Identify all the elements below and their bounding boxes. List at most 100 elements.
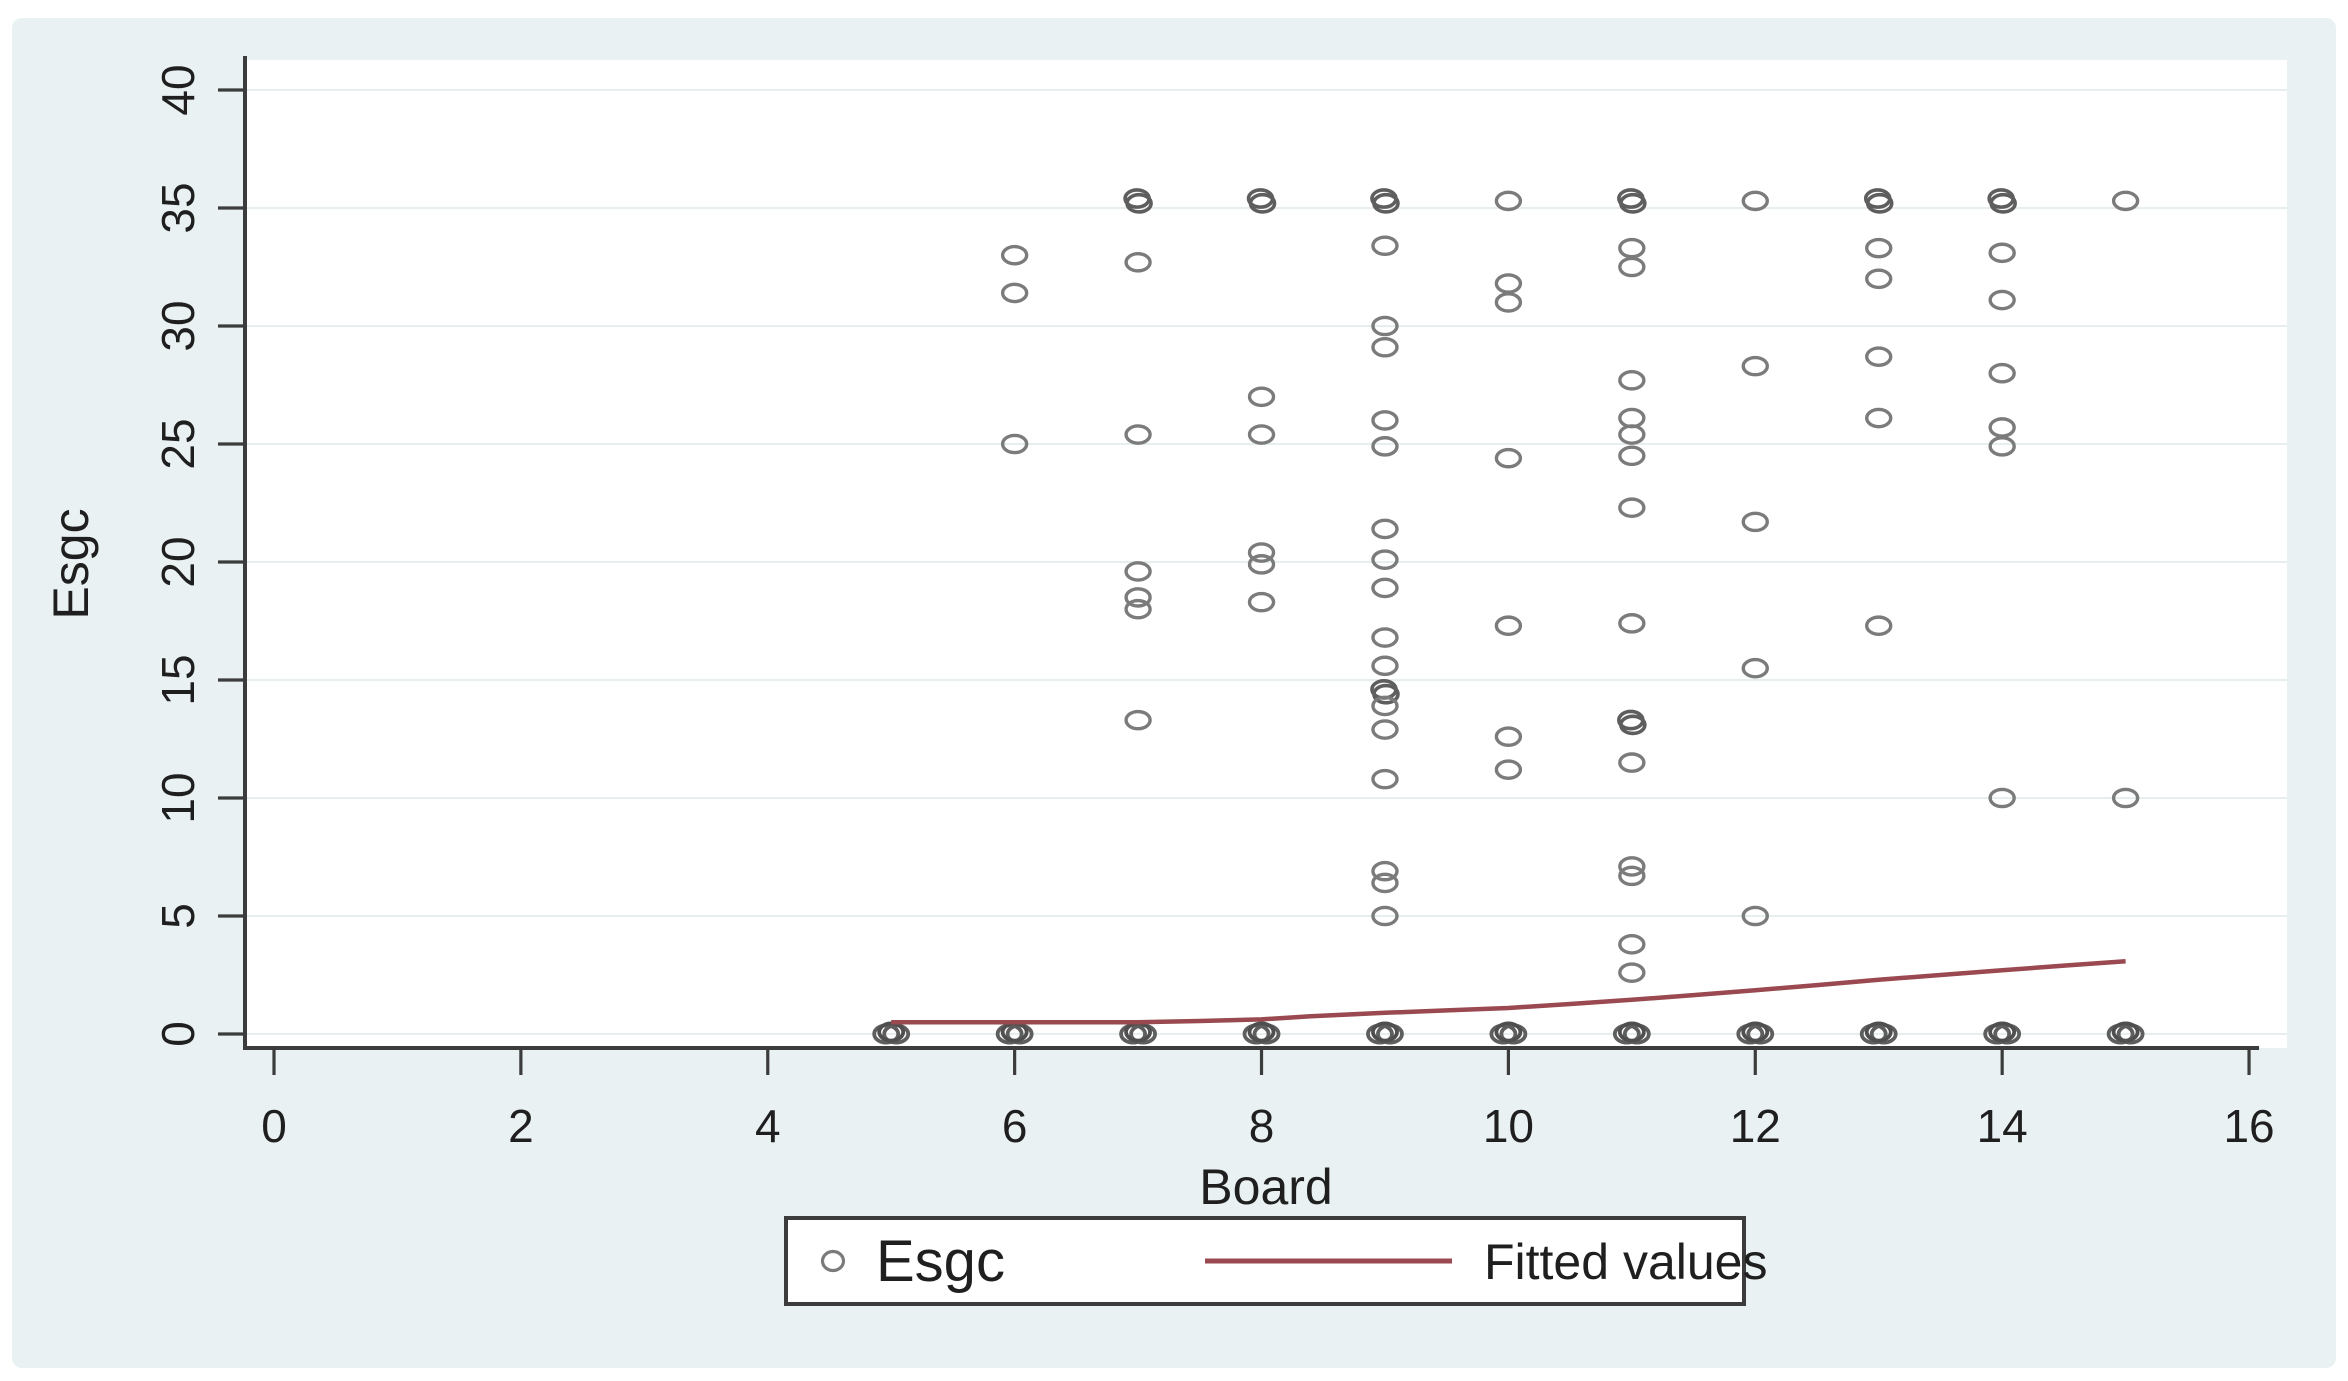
data-point — [1124, 251, 1152, 273]
data-point-overlap — [1372, 192, 1400, 214]
data-point — [1247, 386, 1276, 408]
data-point — [1618, 256, 1646, 278]
data-point — [1494, 759, 1523, 780]
data-point — [1124, 587, 1152, 608]
data-point — [1371, 410, 1399, 431]
data-point — [1000, 282, 1029, 304]
data-point — [1741, 657, 1769, 679]
data-point — [1988, 436, 2016, 457]
data-point — [1618, 865, 1646, 887]
legend-marker-icon — [820, 1249, 846, 1273]
data-point — [1618, 445, 1646, 467]
data-point — [1000, 433, 1029, 455]
data-point — [2111, 190, 2140, 212]
x-tick-label-8: 8 — [1249, 1100, 1275, 1152]
data-point — [1618, 497, 1646, 519]
data-point-overlap — [2111, 1021, 2140, 1043]
y-axis-title: Esgc — [43, 508, 99, 619]
data-point-overlap — [1864, 1021, 1893, 1043]
data-point — [1371, 235, 1399, 257]
data-point — [1618, 856, 1646, 877]
x-tick-label-2: 2 — [508, 1100, 534, 1152]
data-point — [1371, 872, 1399, 894]
data-point-overlap — [1247, 1021, 1276, 1043]
axes — [243, 56, 2260, 1050]
data-point — [2111, 787, 2140, 809]
y-tick-label-0: 0 — [152, 1021, 204, 1047]
data-point — [1247, 424, 1276, 445]
data-point — [1371, 860, 1399, 882]
legend-label-fitted-values: Fitted values — [1484, 1234, 1767, 1290]
data-point — [1988, 787, 2016, 809]
x-tick-label-6: 6 — [1002, 1100, 1028, 1152]
scatter-series-esgc — [872, 188, 2145, 1045]
data-point — [1371, 627, 1399, 648]
data-point — [1741, 355, 1769, 377]
x-axis-title: Board — [1199, 1159, 1332, 1215]
data-point — [1494, 726, 1523, 747]
x-axis-ticks: 0 2 4 6 8 10 12 14 16 — [261, 1048, 2275, 1152]
x-tick-label-0: 0 — [261, 1100, 287, 1152]
data-point-overlap — [1494, 1021, 1523, 1043]
y-axis-ticks: 0 5 10 15 20 25 30 35 40 — [152, 64, 245, 1047]
data-point — [1618, 369, 1646, 391]
data-point — [1371, 695, 1399, 717]
data-point — [1988, 362, 2016, 384]
data-point — [1371, 655, 1399, 677]
data-point-overlap — [1617, 1021, 1646, 1043]
data-point — [1865, 407, 1893, 429]
data-point — [1741, 905, 1769, 927]
data-point — [1494, 447, 1523, 469]
data-point — [1371, 315, 1399, 337]
data-point — [1494, 615, 1523, 637]
data-point — [1247, 554, 1276, 575]
data-point-overlap — [1125, 192, 1153, 214]
data-point — [1618, 752, 1646, 773]
data-point — [1247, 591, 1276, 613]
fitted-values-line — [891, 959, 2126, 1025]
data-point — [1494, 190, 1523, 212]
y-tick-label-15: 15 — [152, 654, 204, 705]
data-point — [1124, 424, 1152, 445]
y-tick-label-20: 20 — [152, 536, 204, 587]
data-point — [1865, 615, 1893, 637]
data-point — [1371, 549, 1399, 570]
data-point-overlap — [1741, 1021, 1770, 1043]
data-point — [1371, 577, 1399, 599]
y-tick-label-5: 5 — [152, 903, 204, 929]
data-point — [1371, 336, 1399, 358]
data-point — [1618, 424, 1646, 445]
plot-area — [247, 60, 2287, 1048]
y-tick-label-35: 35 — [152, 182, 204, 233]
data-point — [1988, 289, 2016, 311]
x-tick-label-10: 10 — [1483, 1100, 1534, 1152]
y-tick-label-40: 40 — [152, 64, 204, 115]
data-point-overlap — [1865, 192, 1894, 214]
data-point — [1371, 518, 1399, 540]
x-tick-label-16: 16 — [2223, 1100, 2274, 1152]
y-tick-label-30: 30 — [152, 300, 204, 351]
data-point — [1618, 934, 1646, 955]
data-point — [1124, 561, 1152, 582]
data-point — [1988, 242, 2016, 264]
data-point-overlap — [1371, 1021, 1399, 1043]
x-tick-label-12: 12 — [1730, 1100, 1781, 1152]
data-point-overlap — [1248, 192, 1277, 214]
legend: Esgc Fitted values — [784, 1216, 1767, 1306]
data-point — [1124, 598, 1152, 620]
data-point — [1494, 292, 1523, 313]
data-point — [1371, 905, 1399, 927]
data-point — [1741, 511, 1769, 533]
data-point — [1618, 613, 1646, 634]
data-point-overlap — [1619, 192, 1647, 214]
y-tick-label-25: 25 — [152, 418, 204, 469]
data-point — [1124, 709, 1152, 731]
legend-label-esgc: Esgc — [876, 1229, 1005, 1294]
data-point-overlap — [1619, 714, 1647, 736]
data-point — [1618, 962, 1646, 983]
x-tick-label-14: 14 — [1977, 1100, 2028, 1152]
data-point — [1371, 436, 1399, 457]
data-point — [1371, 768, 1399, 790]
